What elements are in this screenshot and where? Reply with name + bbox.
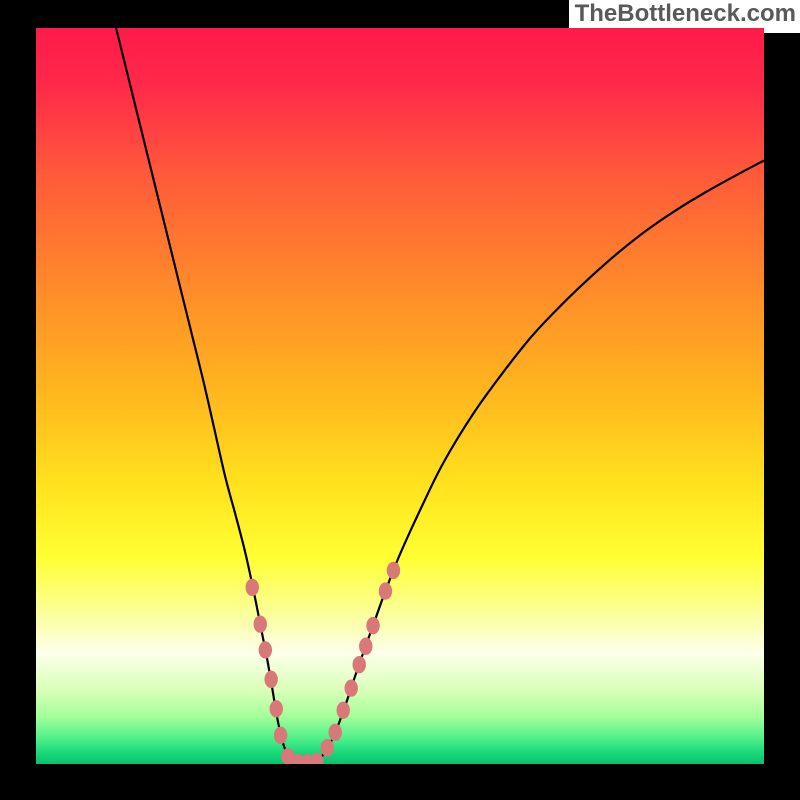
marker-point — [329, 724, 341, 740]
marker-point — [387, 562, 399, 578]
marker-point — [274, 727, 286, 743]
marker-point — [265, 671, 277, 687]
marker-point — [246, 579, 258, 595]
marker-point — [270, 701, 282, 717]
marker-point — [367, 617, 379, 633]
marker-point — [379, 583, 391, 599]
gradient-background — [36, 28, 764, 764]
chart-svg — [36, 28, 764, 764]
marker-point — [254, 616, 266, 632]
marker-point — [353, 656, 365, 672]
marker-point — [360, 638, 372, 654]
marker-point — [321, 740, 333, 756]
marker-point — [337, 702, 349, 718]
marker-point — [345, 680, 357, 696]
marker-point — [259, 642, 271, 658]
marker-point — [311, 753, 323, 764]
plot-area — [36, 28, 764, 764]
